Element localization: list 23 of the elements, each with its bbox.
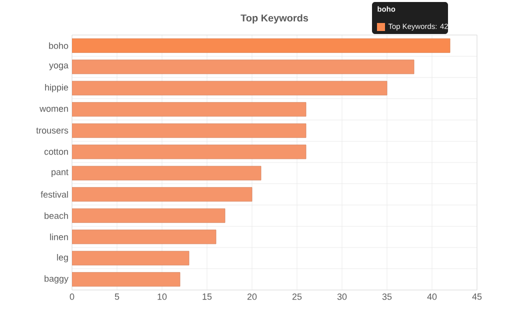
y-tick-label: boho [49,42,68,49]
y-tick-label: hippie [45,84,68,92]
x-tick-label: 40 [427,294,437,300]
y-tick-label: pant [52,169,68,177]
y-tick-label: leg [57,254,68,262]
y-tick-label: trousers [36,128,68,134]
x-tick-label: 45 [472,294,482,300]
y-tick-label: beach [44,212,68,219]
x-tick-label: 15 [202,294,212,300]
x-tick-label: 25 [292,294,302,300]
y-tick-label: baggy [44,275,68,284]
y-tick-label: yoga [49,64,68,70]
x-tick-label: 5 [114,294,120,300]
x-tick-label: 20 [247,294,257,300]
y-tick-label: women [40,106,68,112]
x-tick-label: 0 [70,294,74,300]
x-tick-label: 10 [158,294,167,300]
y-tick-label: linen [50,234,68,240]
y-tick-label: festival [40,191,68,198]
chart-title: Top Keywords [240,14,308,24]
x-tick-label: 35 [382,294,392,300]
y-tick-label: cotton [44,148,68,155]
x-tick-label: 30 [337,294,347,300]
